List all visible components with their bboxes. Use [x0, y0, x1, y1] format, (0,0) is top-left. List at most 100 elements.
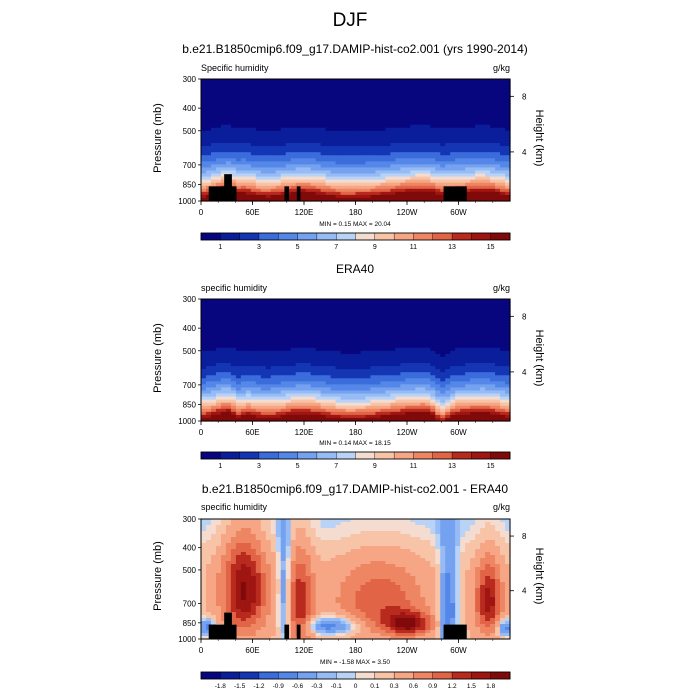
contour-cell [490, 115, 496, 120]
contour-cell [245, 182, 252, 187]
contour-cell [340, 188, 347, 193]
contour-cell [355, 329, 362, 334]
contour-cell [415, 176, 421, 181]
x-tick-label: 120E [295, 208, 314, 217]
contour-cell [445, 179, 451, 184]
contour-cell [230, 176, 237, 181]
contour-cell [210, 314, 217, 318]
contour-cell [395, 387, 401, 392]
contour-cell [320, 390, 327, 395]
contour-cell [310, 149, 317, 153]
contour-cell [465, 109, 471, 114]
contour-cell [335, 124, 342, 129]
contour-cell [270, 350, 277, 355]
contour-cell [225, 372, 232, 376]
panel-1-units: g/kg [492, 63, 510, 73]
contour-cell [400, 158, 406, 162]
contour-cell [370, 130, 377, 135]
contour-cell [310, 405, 317, 410]
contour-cell [255, 393, 262, 398]
contour-cell [235, 91, 242, 95]
contour-cell [480, 408, 486, 413]
contour-cell [345, 344, 352, 349]
contour-cell [315, 323, 322, 328]
contour-cell [480, 350, 486, 355]
contour-cell [480, 311, 486, 315]
contour-cell [445, 378, 451, 382]
contour-cell [365, 366, 372, 370]
contour-cell [260, 115, 267, 120]
y-tick-label: 700 [183, 161, 197, 170]
contour-cell [260, 124, 267, 129]
contour-cell [360, 161, 367, 165]
contour-cell [420, 311, 426, 315]
contour-cell [280, 100, 287, 104]
contour-cell [300, 121, 307, 126]
contour-cell [405, 320, 411, 324]
contour-cell [280, 326, 287, 331]
contour-cell [205, 353, 212, 358]
contour-cell [201, 197, 207, 202]
contour-cell [320, 115, 327, 120]
contour-cell [310, 375, 317, 379]
contour-cell [315, 335, 322, 340]
contour-cell [330, 112, 337, 117]
colorbar-swatch [278, 232, 299, 241]
contour-cell [460, 375, 466, 379]
contour-cell [495, 326, 501, 331]
contour-cell [435, 146, 441, 150]
contour-cell [450, 405, 456, 410]
contour-cell [455, 106, 461, 111]
contour-cell [455, 149, 461, 153]
contour-cell [425, 161, 431, 165]
contour-cell [220, 91, 227, 95]
contour-cell [340, 97, 347, 101]
contour-cell [315, 341, 322, 346]
contour-cell [485, 191, 491, 196]
contour-cell [210, 109, 217, 114]
contour-cell [245, 115, 252, 120]
contour-cell [205, 308, 212, 312]
contour-cell [365, 396, 372, 401]
contour-cell [360, 191, 367, 196]
contour-cell [215, 311, 222, 315]
contour-cell [390, 372, 396, 376]
contour-cell [210, 363, 217, 367]
contour-cell [435, 140, 441, 144]
contour-cell [465, 402, 471, 407]
contour-cell [260, 378, 267, 382]
contour-cell [355, 182, 362, 187]
contour-cell [270, 402, 277, 407]
contour-cell [440, 179, 446, 184]
contour-cell [325, 360, 332, 364]
contour-cell [505, 384, 511, 389]
contour-cell [375, 402, 382, 407]
contour-cell [340, 170, 347, 175]
contour-cell [320, 405, 327, 410]
contour-cell [260, 308, 267, 312]
contour-cell [240, 411, 247, 416]
contour-cell [255, 384, 262, 389]
contour-cell [345, 335, 352, 340]
contour-cell [215, 94, 222, 98]
contour-cell [245, 188, 252, 193]
contour-cell [420, 170, 426, 175]
contour-cell [210, 118, 217, 123]
contour-cell [265, 94, 272, 98]
contour-cell [405, 302, 411, 306]
contour-cell [240, 121, 247, 126]
contour-cell [430, 353, 436, 358]
contour-cell [270, 308, 277, 312]
contour-cell [395, 369, 401, 373]
contour-cell [405, 146, 411, 150]
contour-cell [235, 158, 242, 162]
contour-cell [495, 185, 501, 190]
contour-cell [225, 91, 232, 95]
contour-cell [385, 182, 391, 187]
contour-cell [405, 411, 411, 416]
contour-cell [495, 149, 501, 153]
contour-cell [265, 369, 272, 373]
contour-cell [365, 179, 372, 184]
contour-cell [390, 356, 396, 361]
contour-cell [380, 381, 386, 385]
